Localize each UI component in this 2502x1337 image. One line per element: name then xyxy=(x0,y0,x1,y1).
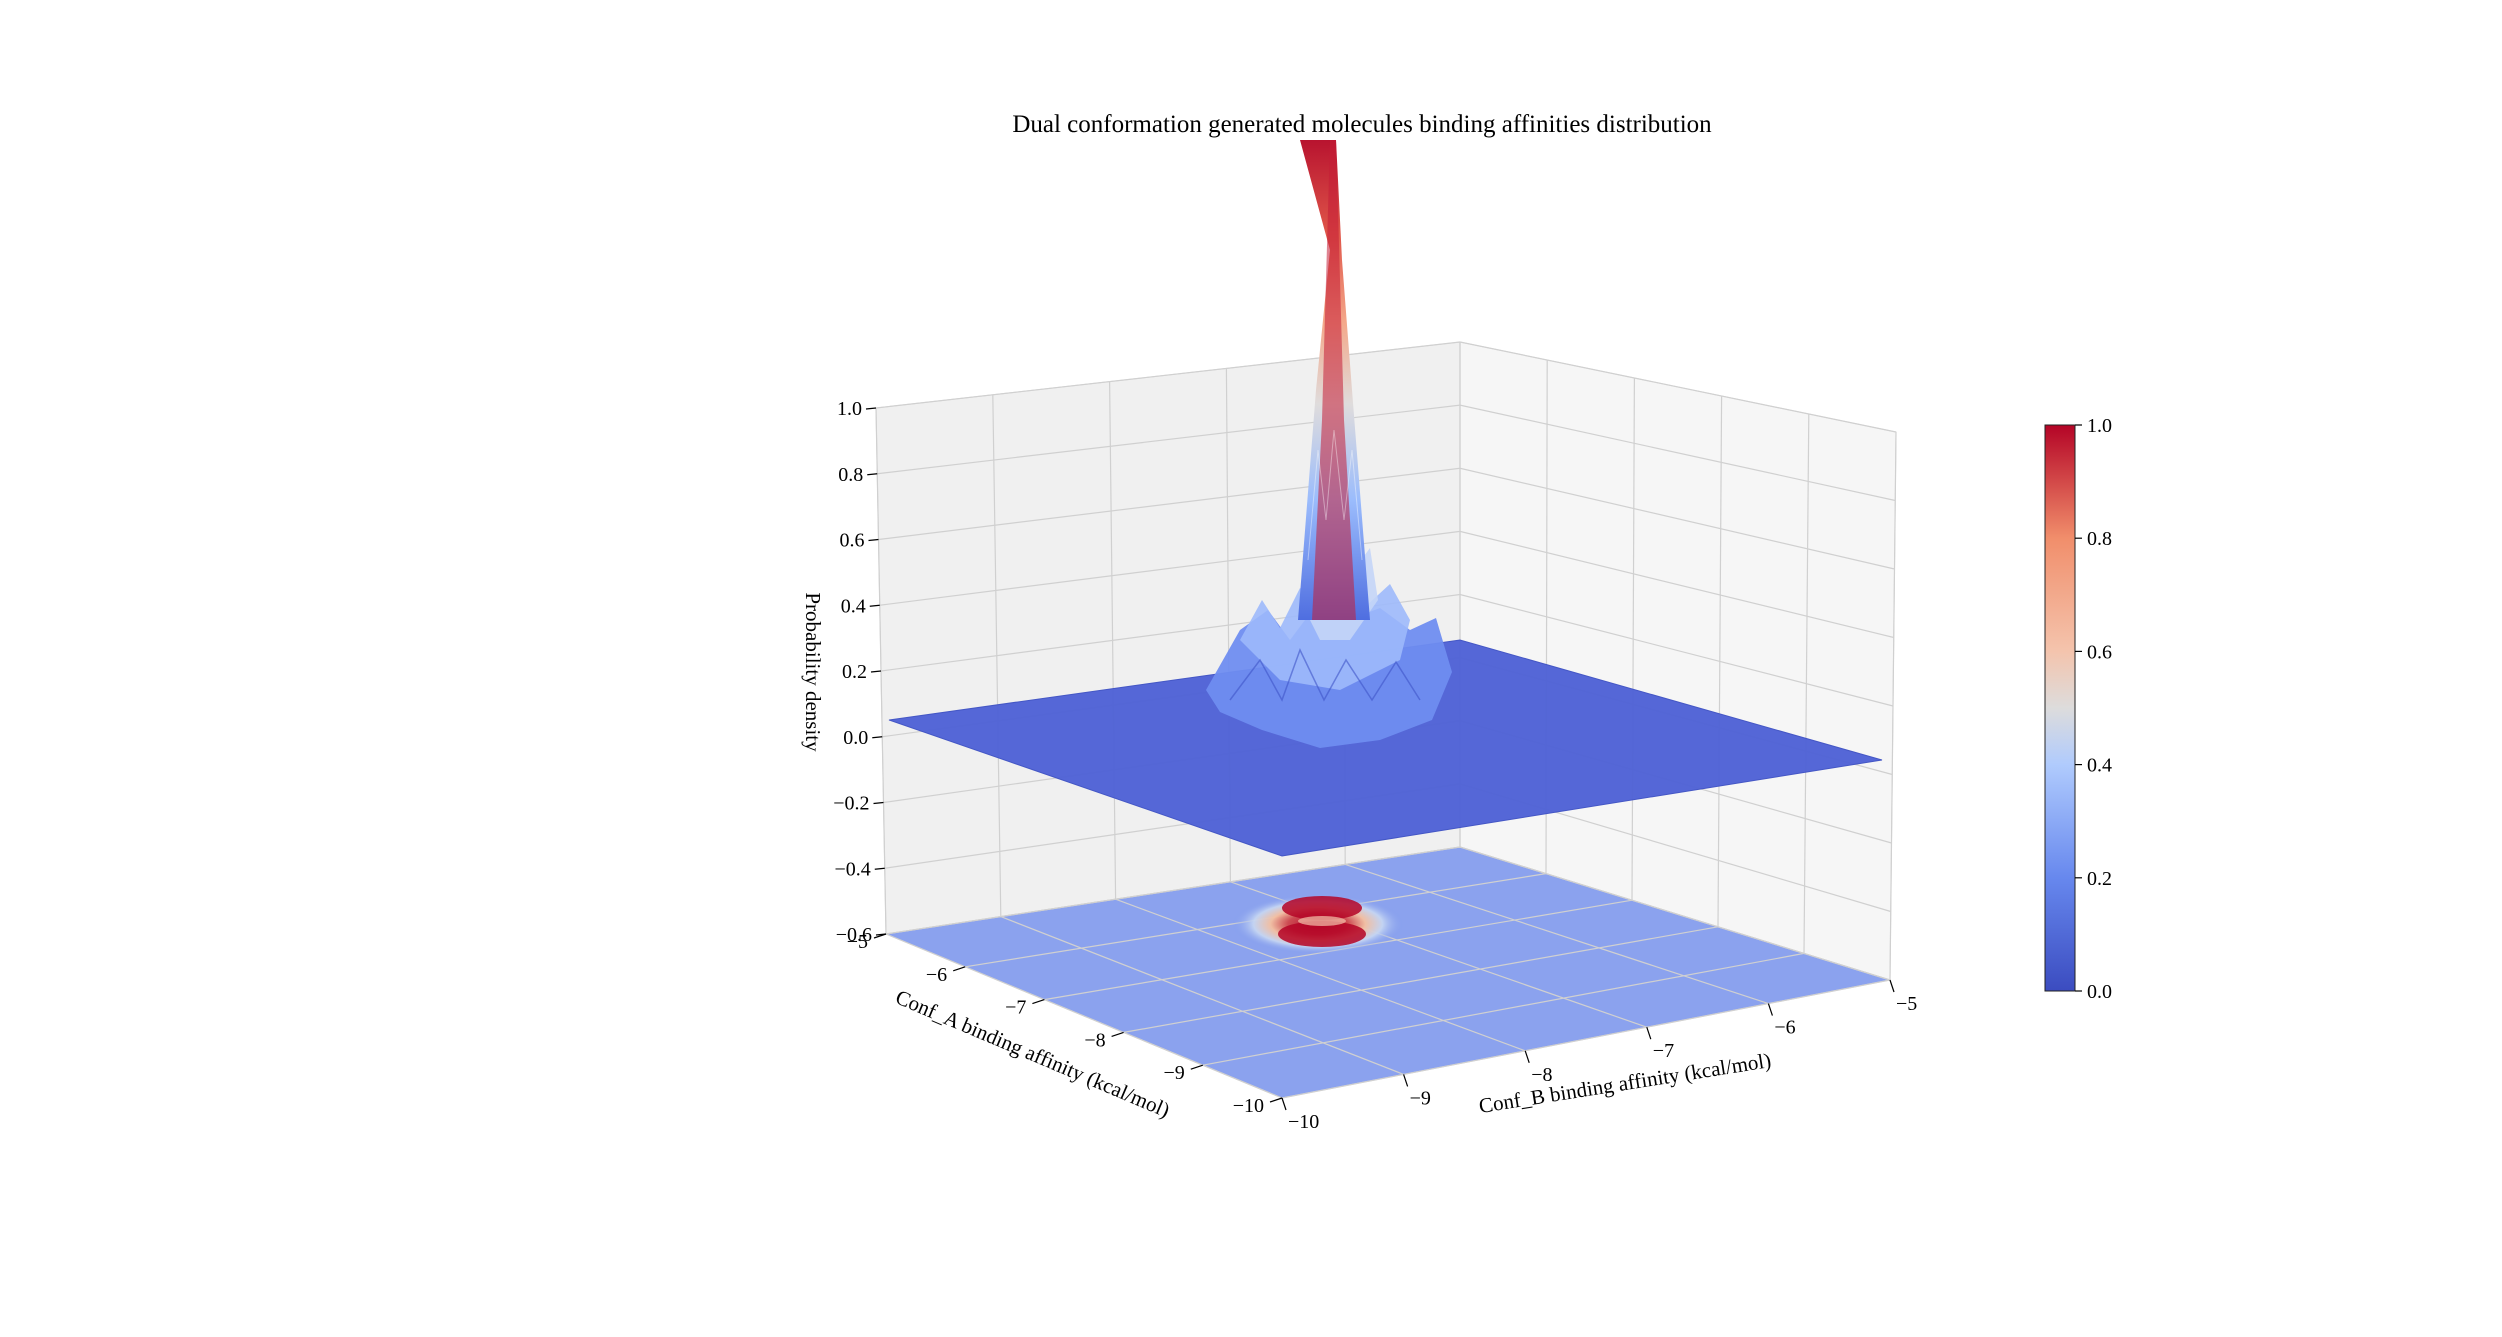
conf-b-tick-label: −10 xyxy=(1288,1111,1319,1133)
colorbar-ticks: 0.0 0.2 0.4 0.6 0.8 1.0 xyxy=(2075,415,2112,1003)
conf-b-floor-gridline xyxy=(1345,863,1769,1005)
conf-a-tick-label: −10 xyxy=(1233,1095,1264,1117)
z-tick-mark xyxy=(874,867,885,870)
conf-b-tick-label: −7 xyxy=(1653,1040,1674,1062)
z-tick-label: 0.8 xyxy=(838,464,863,486)
z-axis-ticks: −0.6 −0.4 −0.2 0.0 0.2 0.4 0.6 0.8 1.0 xyxy=(833,398,887,946)
conf-a-tick-label: −8 xyxy=(1084,1029,1105,1051)
z-tick-label: 0.0 xyxy=(843,727,868,749)
conf-a-wall-gridline xyxy=(1631,377,1636,901)
conf-b-floor-gridline xyxy=(1459,846,1891,981)
conf-a-floor-gridline xyxy=(885,846,1461,935)
conf-a-tick-mark xyxy=(953,966,966,972)
conf-a-tick-label: −7 xyxy=(1005,997,1026,1019)
conf-b-axis-label: Conf_B binding affinity (kcal/mol) xyxy=(1477,1048,1772,1118)
conf-b-tick-label: −8 xyxy=(1531,1064,1552,1086)
conf-b-tick-label: −5 xyxy=(1896,993,1917,1015)
z-tick-mark xyxy=(867,473,878,476)
conf-b-floor-gridline xyxy=(1115,898,1526,1052)
z-tick-label: −0.4 xyxy=(834,858,870,880)
z-tick-label: 0.4 xyxy=(841,595,866,617)
conf-a-tick-mark xyxy=(1111,1031,1124,1037)
conf-b-tick-mark xyxy=(1403,1074,1409,1087)
conf-b-tick-mark xyxy=(1889,979,1895,993)
conf-b-tick-mark xyxy=(1524,1050,1530,1063)
conf-b-floor-gridline xyxy=(1000,916,1404,1075)
conf-a-tick-label: −6 xyxy=(926,964,947,986)
colorbar-tick-label: 1.0 xyxy=(2087,415,2112,437)
conf-b-tick-mark xyxy=(1646,1027,1652,1040)
colorbar-tick-label: 0.8 xyxy=(2087,528,2112,550)
conf-a-floor-gridline xyxy=(1202,952,1805,1066)
z-tick-mark xyxy=(865,407,877,410)
conf-a-wall-gridline xyxy=(1889,431,1897,981)
conf-b-wall-gridline xyxy=(1109,381,1117,900)
conf-a-tick-label: −9 xyxy=(1164,1062,1185,1084)
z-tick-mark xyxy=(868,538,879,542)
colorbar-tick-label: 0.4 xyxy=(2087,755,2112,777)
z-tick-label: 0.6 xyxy=(840,530,865,552)
conf-b-axis-ticks: −10 −9 −8 −7 −6 −5 xyxy=(1281,979,1917,1133)
conf-b-tick-mark xyxy=(1767,1003,1773,1016)
z-tick-label: −0.2 xyxy=(833,793,869,815)
conf-a-floor-gridline xyxy=(1281,979,1891,1099)
conf-a-tick-mark xyxy=(1190,1064,1203,1070)
z-tick-label: −0.6 xyxy=(836,924,872,946)
z-tick-label: 1.0 xyxy=(837,398,862,420)
conf-b-tick-mark xyxy=(1281,1097,1287,1111)
conf-b-tick-label: −6 xyxy=(1774,1017,1795,1039)
conf-b-wall-gridline xyxy=(992,394,1002,917)
conf-a-tick-label: −5 xyxy=(847,931,868,953)
peak-spike xyxy=(1298,140,1370,620)
contour-projection xyxy=(1232,894,1404,954)
colorbar-tick-label: 0.2 xyxy=(2087,868,2112,890)
chart-title: Dual conformation generated molecules bi… xyxy=(1012,111,1712,138)
z-tick-mark xyxy=(873,801,884,805)
conf-a-wall-gridline xyxy=(1803,413,1810,954)
z-tick-mark xyxy=(872,736,883,739)
z-tick-mark xyxy=(870,670,882,673)
conf-a-wall-gridline xyxy=(1717,395,1723,927)
conf-a-tick-mark xyxy=(1032,999,1045,1005)
z-axis-label: Probability density xyxy=(801,592,825,752)
conf-a-axis-ticks: −10 −9 −8 −7 −6 −5 xyxy=(847,931,1283,1117)
conf-b-floor-gridline xyxy=(885,933,1283,1099)
colorbar-tick-label: 0.6 xyxy=(2087,641,2112,663)
z-tick-mark xyxy=(869,604,880,607)
conf-b-tick-label: −9 xyxy=(1410,1087,1431,1109)
colorbar xyxy=(2044,424,2076,992)
conf-a-tick-mark xyxy=(873,933,887,939)
conf-a-floor-gridline xyxy=(1123,926,1719,1033)
colorbar-tick-label: 0.0 xyxy=(2087,981,2112,1003)
conf-a-tick-mark xyxy=(1269,1097,1283,1103)
z-tick-label: 0.2 xyxy=(842,661,867,683)
